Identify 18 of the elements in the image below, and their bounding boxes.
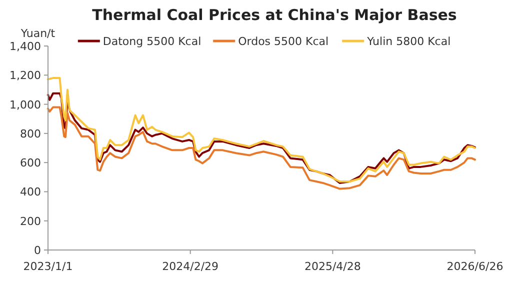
y-tick-label: 0 [34, 244, 41, 257]
y-axis-title: Yuan/t [20, 27, 56, 40]
legend-label: Datong 5500 Kcal [102, 35, 202, 48]
y-tick-label: 1,000 [10, 98, 41, 112]
x-tick-label: 2026/6/26 [446, 260, 504, 273]
legend-label: Ordos 5500 Kcal [238, 35, 329, 48]
y-tick-label: 200 [20, 214, 41, 228]
y-tick-label: 600 [20, 156, 41, 170]
x-tick-label: 2025/4/28 [304, 260, 361, 273]
y-tick-label: 400 [20, 186, 41, 199]
line-series [47, 106, 476, 190]
y-tick-label: 1,400 [10, 40, 41, 53]
y-tick-label: 800 [20, 127, 41, 140]
x-tick-label: 2023/1/1 [23, 260, 73, 273]
chart-title: Thermal Coal Prices at China's Major Bases [92, 6, 457, 24]
x-tick-label: 2024/2/29 [162, 260, 219, 273]
y-tick-label: 1,200 [10, 69, 41, 82]
legend-label: Yulin 5800 Kcal [366, 35, 451, 48]
